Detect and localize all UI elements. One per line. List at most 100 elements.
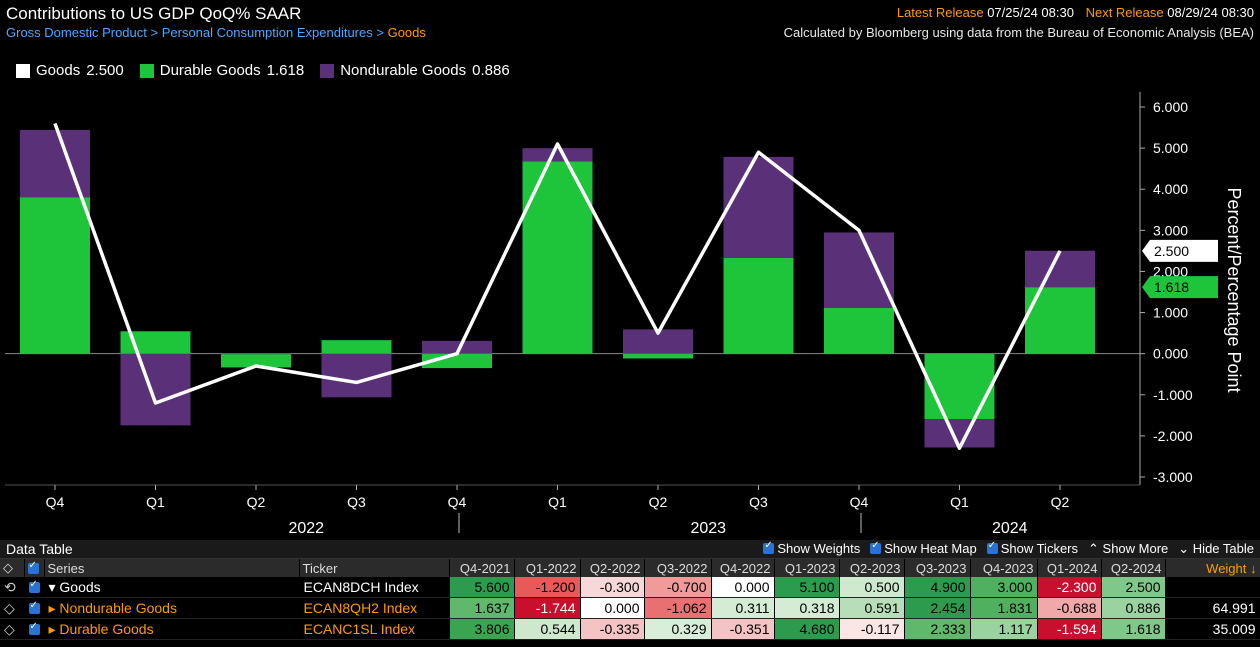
table-cell: -0.117 — [839, 618, 905, 640]
source-note: Calculated by Bloomberg using data from … — [783, 25, 1254, 40]
data-table: ◇SeriesTickerQ4-2021Q1-2022Q2-2022Q3-202… — [0, 559, 1260, 640]
legend-item-durable[interactable]: Durable Goods 1.618 — [139, 62, 305, 79]
table-cell: 2.500 — [1101, 577, 1166, 598]
year-label-1: 2023 — [690, 520, 726, 537]
column-header-q4-2021[interactable]: Q4-2021 — [449, 559, 515, 577]
table-cell: -0.335 — [580, 618, 645, 640]
series-name[interactable]: ▸ Durable Goods — [44, 618, 300, 640]
data-table-title: Data Table — [6, 541, 73, 557]
breadcrumb-gdp[interactable]: Gross Domestic Product — [6, 25, 147, 40]
last-value-tag-label-0: 2.500 — [1154, 243, 1189, 259]
table-cell: 5.600 — [449, 577, 515, 598]
row-pin-icon[interactable]: ◇ — [0, 618, 25, 640]
table-cell: -1.062 — [644, 597, 712, 619]
bar-durable-9 — [924, 353, 995, 420]
column-header-series[interactable]: Series — [44, 559, 300, 577]
column-header-weight-[interactable]: Weight ↓ — [1165, 559, 1260, 577]
column-header-q1-2023[interactable]: Q1-2023 — [774, 559, 840, 577]
breadcrumb-goods[interactable]: Goods — [387, 25, 426, 40]
table-cell: -1.200 — [514, 577, 581, 598]
show-weights-toggle[interactable]: Show Weights — [763, 540, 860, 557]
x-tick-label-6: Q2 — [649, 494, 668, 510]
series-name[interactable]: ▾ Goods — [44, 577, 300, 598]
show-heat-map-toggle[interactable]: Show Heat Map — [870, 540, 977, 557]
row-pin-icon[interactable]: ◇ — [0, 597, 25, 619]
legend-label-goods: Goods — [36, 62, 81, 79]
bar-durable-1 — [120, 331, 191, 354]
legend-item-nondurable[interactable]: Nondurable Goods 0.886 — [320, 62, 510, 79]
y-tick-label-0: 6.000 — [1153, 99, 1188, 115]
bar-durable-8 — [824, 307, 894, 354]
chart-title: Contributions to US GDP QoQ% SAAR — [6, 4, 302, 23]
table-cell: 0.329 — [644, 618, 712, 640]
table-cell: -1.744 — [514, 597, 581, 619]
column-header-q1-2024[interactable]: Q1-2024 — [1037, 559, 1102, 577]
legend-swatch-nondurable — [320, 63, 335, 78]
y-tick-label-6: 0.000 — [1153, 346, 1188, 362]
legend-item-goods[interactable]: Goods 2.500 — [16, 62, 124, 79]
legend-value-goods: 2.500 — [86, 62, 124, 79]
ticker[interactable]: ECAN8DCH Index — [299, 577, 450, 598]
bar-durable-2 — [221, 353, 291, 368]
last-value-tag-0 — [1142, 239, 1218, 262]
header-select-all-checkbox[interactable] — [24, 559, 45, 577]
year-label-2: 2024 — [992, 520, 1028, 537]
y-tick-label-8: -2.000 — [1153, 428, 1193, 444]
ticker[interactable]: ECAN8QH2 Index — [299, 597, 450, 619]
column-header-q3-2023[interactable]: Q3-2023 — [904, 559, 971, 577]
table-cell: -0.688 — [1037, 597, 1102, 619]
bar-durable-0 — [20, 197, 90, 354]
table-cell: 2.454 — [904, 597, 971, 619]
bar-durable-6 — [623, 353, 693, 359]
release-info: Latest Release 07/25/24 08:30 Next Relea… — [897, 5, 1254, 20]
bar-nondurable-1 — [120, 353, 191, 426]
breadcrumb-pce[interactable]: Personal Consumption Expenditures — [161, 25, 373, 40]
legend-swatch-durable — [139, 63, 154, 78]
hide-table-button[interactable]: ⌄ Hide Table — [1178, 541, 1254, 556]
row-undo-icon[interactable]: ⟲ — [0, 577, 25, 598]
column-header-q2-2024[interactable]: Q2-2024 — [1101, 559, 1166, 577]
column-header-ticker[interactable]: Ticker — [299, 559, 450, 577]
show-more-button[interactable]: ⌃ Show More — [1088, 541, 1169, 556]
table-cell: 0.000 — [580, 597, 645, 619]
bar-durable-7 — [723, 257, 794, 354]
table-header-row: ◇SeriesTickerQ4-2021Q1-2022Q2-2022Q3-202… — [0, 559, 1260, 577]
x-tick-label-8: Q4 — [850, 494, 869, 510]
y-tick-label-2: 4.000 — [1153, 181, 1188, 197]
y-tick-label-9: -3.000 — [1153, 469, 1193, 485]
column-header-q4-2023[interactable]: Q4-2023 — [970, 559, 1038, 577]
show-tickers-toggle[interactable]: Show Tickers — [986, 540, 1078, 557]
table-cell: -0.351 — [711, 618, 775, 640]
latest-release-label: Latest Release — [896, 5, 984, 20]
table-cell: 0.318 — [774, 597, 840, 619]
breadcrumb: Gross Domestic Product > Personal Consum… — [6, 25, 426, 40]
header-pin-icon[interactable]: ◇ — [0, 559, 25, 577]
row-checkbox[interactable] — [24, 577, 45, 598]
stacked-bar-line-chart[interactable]: 6.000 5.000 4.000 3.000 2.000 1.000 0.000 -1.00… — [0, 92, 1260, 540]
bar-durable-3 — [321, 340, 392, 354]
table-cell: 3.806 — [449, 618, 515, 640]
series-name[interactable]: ▸ Nondurable Goods — [44, 597, 300, 619]
column-header-q4-2022[interactable]: Q4-2022 — [711, 559, 775, 577]
column-header-q2-2023[interactable]: Q2-2023 — [839, 559, 905, 577]
year-label-0: 2022 — [288, 520, 324, 537]
weight-cell: 64.991 — [1165, 597, 1260, 619]
next-release-value: 08/29/24 08:30 — [1167, 5, 1254, 20]
column-header-q3-2022[interactable]: Q3-2022 — [644, 559, 712, 577]
legend-label-nondurable: Nondurable Goods — [340, 62, 467, 79]
row-checkbox[interactable] — [24, 618, 45, 640]
column-header-q2-2022[interactable]: Q2-2022 — [580, 559, 645, 577]
legend-value-durable: 1.618 — [266, 62, 305, 79]
ticker[interactable]: ECANC1SL Index — [299, 618, 450, 640]
table-cell: 2.333 — [904, 618, 971, 640]
table-cell: 4.680 — [774, 618, 840, 640]
row-checkbox[interactable] — [24, 597, 45, 619]
x-tick-label-0: Q4 — [46, 494, 65, 510]
column-header-q1-2022[interactable]: Q1-2022 — [514, 559, 581, 577]
x-tick-label-1: Q1 — [146, 494, 165, 510]
x-tick-label-10: Q2 — [1051, 494, 1070, 510]
table-cell: 4.900 — [904, 577, 971, 598]
